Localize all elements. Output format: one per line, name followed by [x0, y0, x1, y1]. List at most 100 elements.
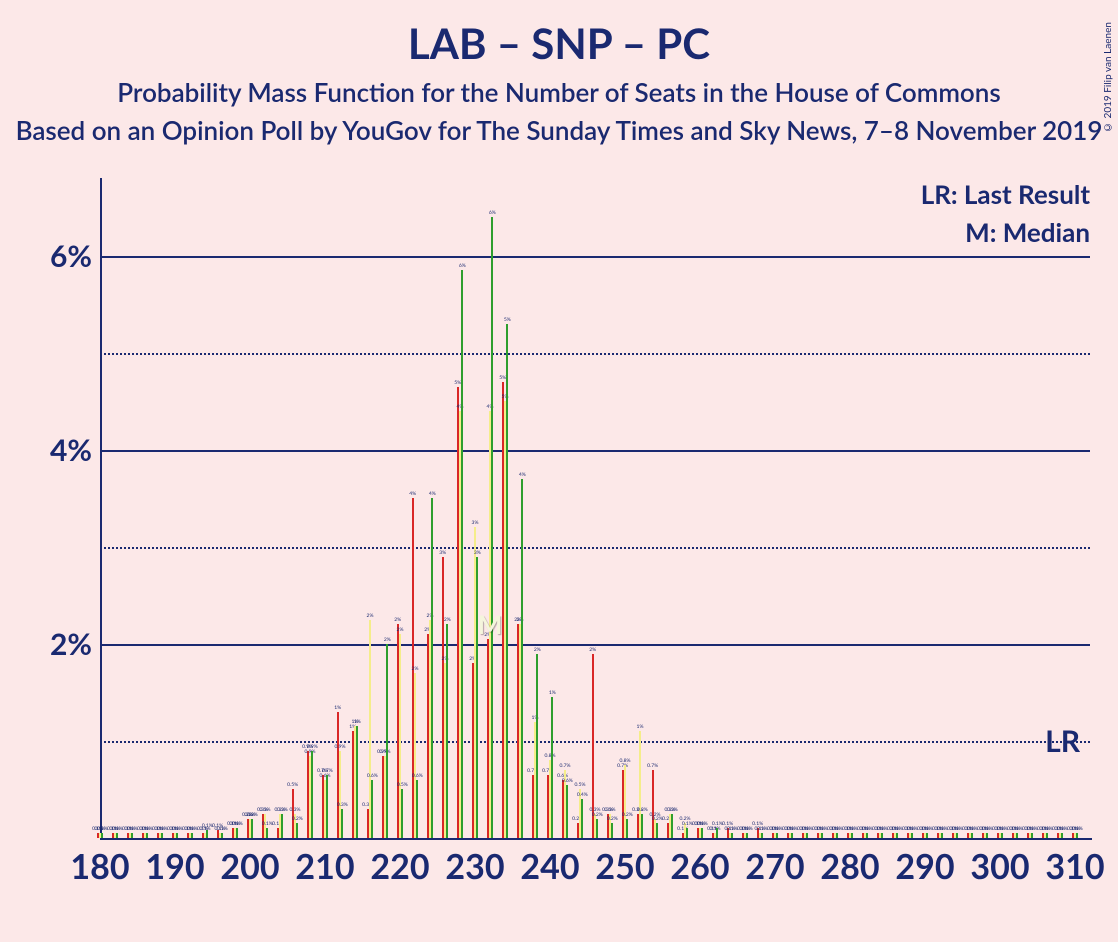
x-tick-label: 210 [295, 846, 354, 887]
bar-label: 3% [474, 550, 481, 556]
bar-g [776, 833, 778, 838]
bar-g [386, 644, 388, 838]
x-tick-label: 270 [745, 846, 804, 887]
bar-label: 4% [519, 472, 526, 478]
bar-g [266, 828, 268, 838]
x-tick-label: 200 [220, 846, 279, 887]
bar-g [716, 828, 718, 838]
bar-label: 3% [439, 550, 446, 556]
bar-label: 0.6% [412, 773, 423, 779]
bar-g [131, 833, 133, 838]
chart-title: LAB – SNP – PC [0, 18, 1118, 68]
bar-label: 0.3% [337, 802, 348, 808]
bar-label: 6% [459, 263, 466, 269]
bar-label: 0.9% [307, 744, 318, 750]
bar-g [536, 654, 538, 838]
x-tick-label: 180 [70, 846, 129, 887]
bar-label: 3% [472, 520, 479, 526]
y-tick-label: 6% [12, 238, 92, 274]
bar-label: 0.3% [277, 807, 288, 813]
bar-g [941, 833, 943, 838]
x-tick-label: 190 [145, 846, 204, 887]
bar-g [971, 833, 973, 838]
bar-g [1016, 833, 1018, 838]
bar-g [461, 270, 463, 838]
bar-g [641, 814, 643, 838]
bar-g [926, 833, 928, 838]
bar-g [356, 726, 358, 838]
bar-label: 0.3% [290, 807, 301, 813]
bar-label: 1% [354, 719, 361, 725]
x-tick-label: 230 [445, 846, 504, 887]
bar-label: 0.2% [607, 816, 618, 822]
y-tick-label: 2% [12, 626, 92, 662]
bar-g [806, 833, 808, 838]
bar-label: 0.5% [397, 782, 408, 788]
bar-label: 4% [409, 491, 416, 497]
bar-label: 2% [394, 617, 401, 623]
bar-g [191, 833, 193, 838]
bar-g [1001, 833, 1003, 838]
bar-g [506, 324, 508, 838]
bar-g [521, 479, 523, 838]
bar-label: 2% [384, 637, 391, 643]
bar-label: 5% [499, 375, 506, 381]
bar-label: 0.8% [620, 758, 631, 764]
bar-label: 0.6% [562, 778, 573, 784]
bar-g [236, 828, 238, 838]
bar-label: 0.9% [380, 749, 391, 755]
bar-g [746, 833, 748, 838]
bar-g [701, 828, 703, 838]
bar-label: 0.7% [647, 763, 658, 769]
bar-g [251, 819, 253, 838]
bar-g [896, 833, 898, 838]
bar-label: 5% [454, 380, 461, 386]
bar-label: 0.7% [322, 768, 333, 774]
bar-label: 1% [334, 705, 341, 711]
bar-g [1046, 833, 1048, 838]
bar-g [626, 819, 628, 838]
bar-label: 0.3% [605, 807, 616, 813]
bar-label: 2% [397, 627, 404, 633]
bar-label: 0.3% [260, 807, 271, 813]
lr-marker: LR [1045, 723, 1080, 759]
bar-g [401, 789, 403, 838]
bar-g [881, 833, 883, 838]
bar-g [956, 833, 958, 838]
bar-label: 0.8% [545, 753, 556, 759]
bar-g [761, 833, 763, 838]
bar-g [596, 819, 598, 838]
bar-g [866, 833, 868, 838]
bar-g [1031, 833, 1033, 838]
bar-label: 0.3% [637, 807, 648, 813]
bar-g [1076, 833, 1078, 838]
bar-label: 0.1% [1072, 826, 1083, 832]
bar-label: 0.5% [575, 782, 586, 788]
bar-g [431, 498, 433, 838]
bar-g [326, 775, 328, 838]
bar-g [611, 823, 613, 838]
bar-label: 0.2% [292, 816, 303, 822]
bar-label: 0.3% [667, 807, 678, 813]
chart-area: 2%4%6% 0.1%0.1%0.1%0.1%0.1%0.1%0.1%0.1%0… [100, 178, 1090, 838]
x-tick-label: 240 [520, 846, 579, 887]
bar-g [656, 823, 658, 838]
bar-g [731, 833, 733, 838]
bar-g [281, 814, 283, 838]
chart-subtitle-2: Based on an Opinion Poll by YouGov for T… [0, 114, 1118, 146]
bar-g [161, 833, 163, 838]
bar-label: 2% [589, 647, 596, 653]
bar-g [581, 799, 583, 838]
bar-g [821, 833, 823, 838]
x-tick-label: 220 [370, 846, 429, 887]
bar-g [311, 751, 313, 838]
bar-g [686, 828, 688, 838]
bar-g [416, 780, 418, 838]
bar-g [371, 780, 373, 838]
median-marker: M [478, 608, 503, 640]
bar-label: 2% [412, 666, 419, 672]
bar-label: 1% [637, 724, 644, 730]
x-tick-label: 290 [895, 846, 954, 887]
bar-g [791, 833, 793, 838]
bar-g [911, 833, 913, 838]
